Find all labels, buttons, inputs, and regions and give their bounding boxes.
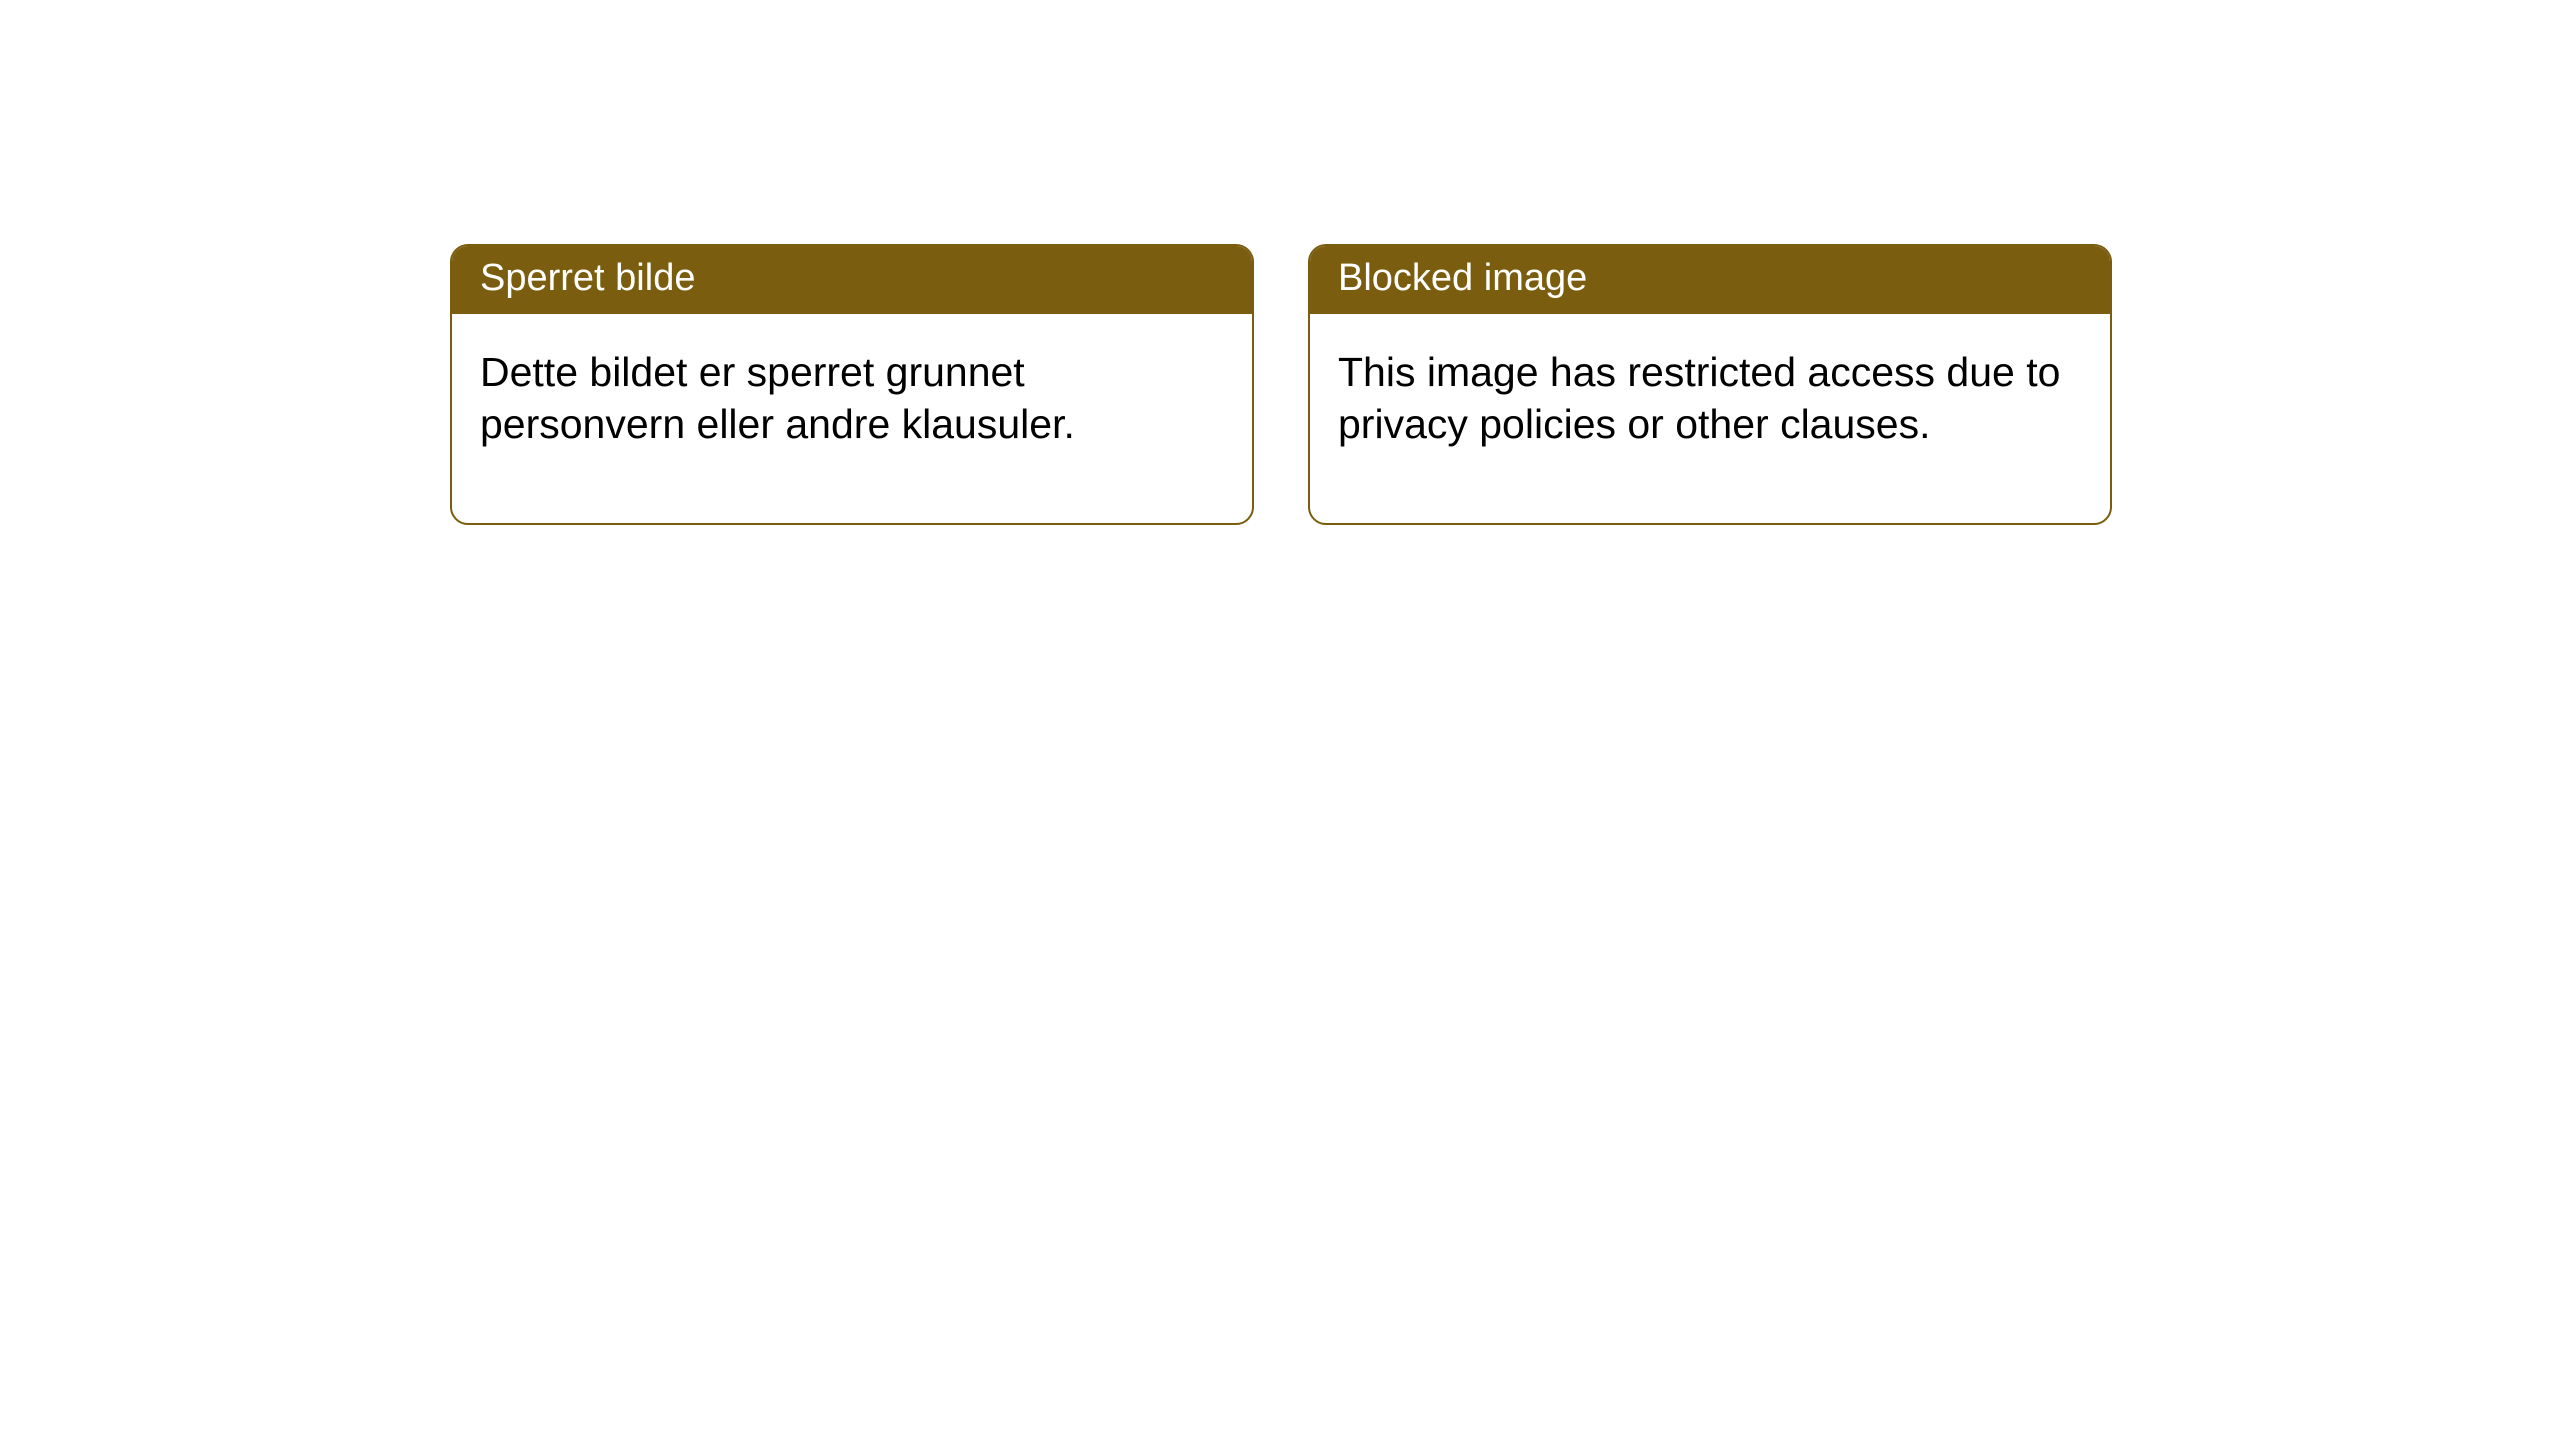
notice-container: Sperret bilde Dette bildet er sperret gr… (450, 244, 2112, 525)
notice-body: This image has restricted access due to … (1310, 314, 2110, 523)
notice-header: Sperret bilde (452, 246, 1252, 314)
notice-body: Dette bildet er sperret grunnet personve… (452, 314, 1252, 523)
notice-card-english: Blocked image This image has restricted … (1308, 244, 2112, 525)
notice-body-text: This image has restricted access due to … (1338, 349, 2060, 447)
notice-title: Blocked image (1338, 257, 1587, 299)
notice-header: Blocked image (1310, 246, 2110, 314)
notice-body-text: Dette bildet er sperret grunnet personve… (480, 349, 1075, 447)
notice-card-norwegian: Sperret bilde Dette bildet er sperret gr… (450, 244, 1254, 525)
notice-title: Sperret bilde (480, 257, 695, 299)
